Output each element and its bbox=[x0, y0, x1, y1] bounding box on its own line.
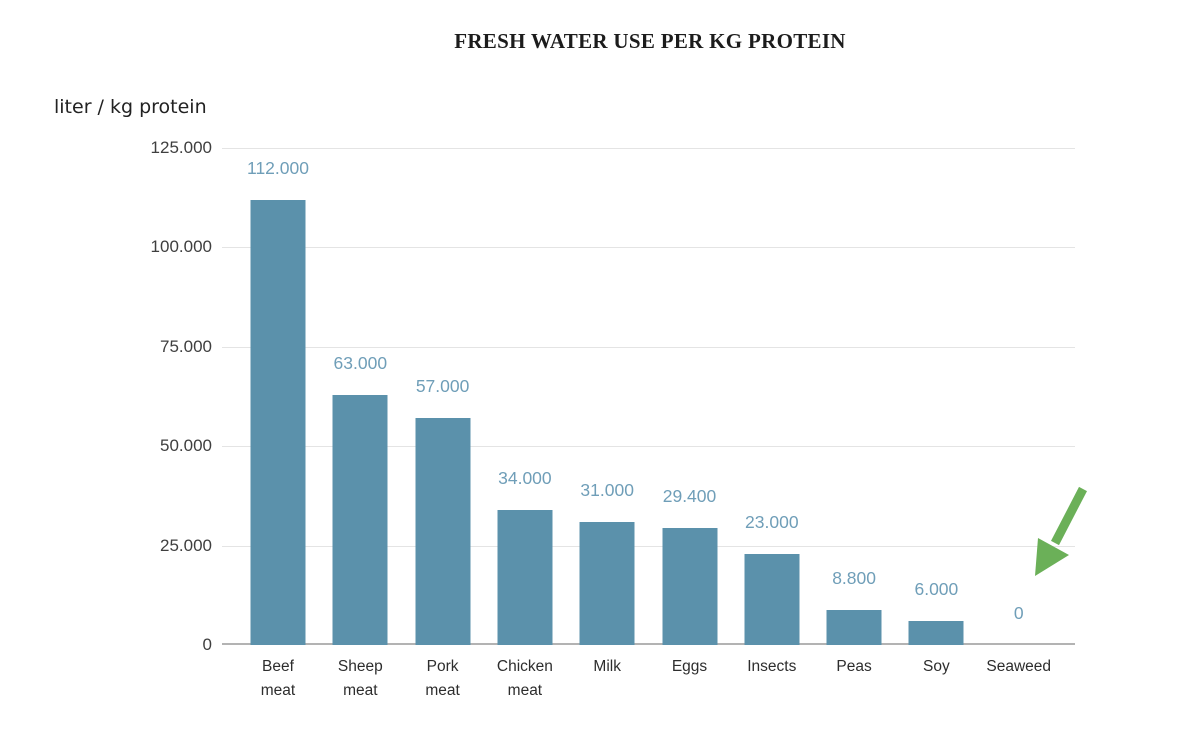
y-tick-label: 125.000 bbox=[150, 138, 212, 157]
x-tick-label: Soy bbox=[923, 658, 950, 675]
gridline bbox=[222, 247, 1075, 249]
value-label: 0 bbox=[1013, 603, 1024, 623]
x-axis-line bbox=[222, 643, 1075, 645]
bar bbox=[250, 199, 306, 645]
x-tick-label: Seaweed bbox=[986, 658, 1051, 675]
x-axis: Beef meat Sheep meat Pork meat Chicken meat… bbox=[225, 655, 1075, 715]
arrow-shaft bbox=[1051, 486, 1087, 546]
value-label: 34.000 bbox=[498, 467, 552, 488]
value-label: 8.800 bbox=[832, 568, 876, 589]
y-tick-label: 100.000 bbox=[150, 237, 212, 257]
value-label: 6.000 bbox=[914, 579, 959, 600]
y-axis-title: liter / kg protein bbox=[54, 96, 207, 118]
gridline bbox=[222, 545, 1075, 547]
arrow-head bbox=[1035, 538, 1069, 576]
bar bbox=[332, 394, 388, 645]
chart-title: FRESH WATER USE PER KG PROTEIN bbox=[454, 29, 846, 53]
x-tick-label: Sheep meat bbox=[337, 658, 383, 699]
gridline bbox=[222, 148, 1075, 149]
x-tick-label: Insects bbox=[747, 658, 797, 675]
value-label: 23.000 bbox=[745, 511, 799, 532]
bar bbox=[826, 610, 882, 645]
bar bbox=[744, 553, 800, 645]
bar bbox=[908, 621, 964, 645]
gridline bbox=[222, 446, 1075, 448]
value-label: 63.000 bbox=[333, 352, 388, 373]
y-tick-label: 75.000 bbox=[160, 336, 212, 356]
x-tick-label: Milk bbox=[593, 658, 621, 675]
bar bbox=[497, 509, 553, 645]
value-label: 29.400 bbox=[662, 486, 717, 507]
x-tick-label: Eggs bbox=[671, 658, 708, 675]
bar bbox=[662, 528, 717, 645]
x-tick-label: Chicken meat bbox=[496, 658, 553, 699]
y-axis: 125.000 100.000 75.000 50.000 25.000 0 bbox=[90, 138, 212, 654]
bar bbox=[579, 521, 635, 645]
x-tick-label: Pork meat bbox=[425, 658, 460, 699]
value-label: 112.000 bbox=[247, 157, 309, 178]
y-tick-label: 0 bbox=[202, 635, 212, 654]
y-tick-label: 50.000 bbox=[160, 436, 212, 456]
y-tick-label: 25.000 bbox=[160, 535, 212, 555]
x-tick-label: Beef meat bbox=[260, 658, 296, 699]
value-label: 31.000 bbox=[580, 479, 634, 500]
bar bbox=[415, 418, 471, 645]
gridline bbox=[222, 346, 1075, 348]
value-label: 57.000 bbox=[415, 376, 470, 397]
arrow-annotation-icon bbox=[1035, 486, 1087, 576]
x-tick-label: Peas bbox=[836, 658, 872, 675]
plot-area: 112.000 63.000 57.000 34.000 31.000 29.400 23.… bbox=[222, 148, 1075, 645]
